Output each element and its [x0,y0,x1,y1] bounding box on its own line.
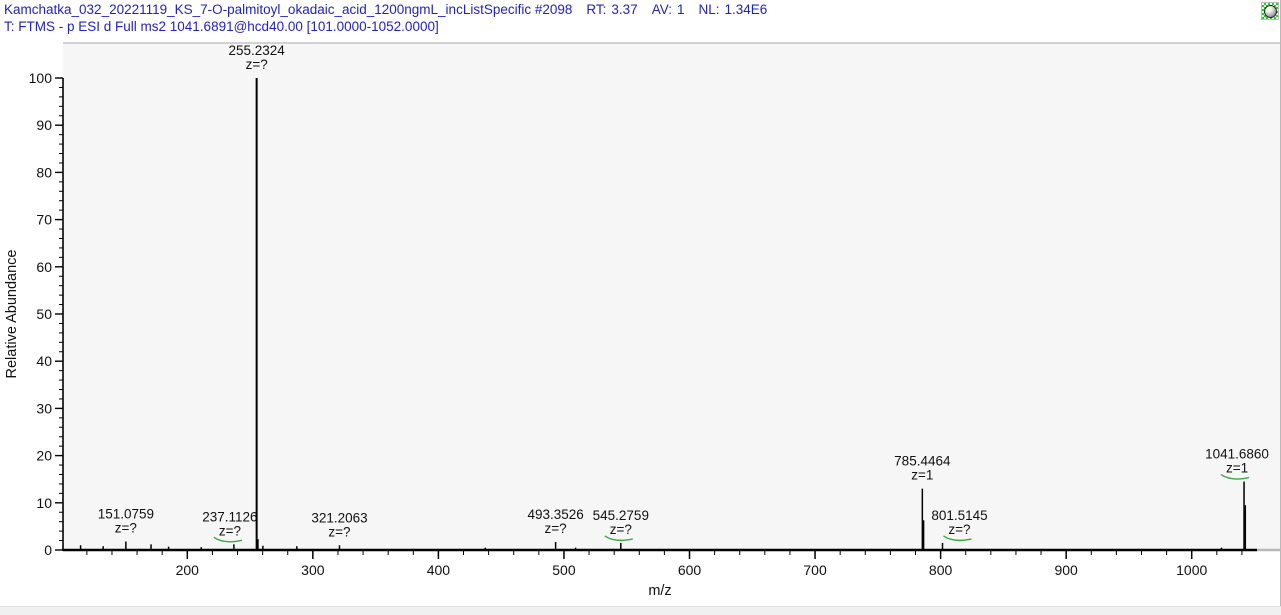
x-tick-label: 400 [427,562,451,578]
bottom-pane-strip [0,606,1281,615]
label-connector-flag [213,536,243,543]
label-connector-flag [604,535,633,542]
peak-mz-label: 545.2759 [593,508,649,523]
x-tick-label: 800 [929,562,953,578]
peak-mz-label: 1041.6860 [1205,447,1269,462]
peak-charge-label: z=? [610,522,632,537]
scan-filter-line: T: FTMS - p ESI d Full ms2 1041.6891@hcd… [4,19,439,34]
peak-charge-label: z=1 [911,468,933,483]
rt-value: 3.37 [611,2,638,17]
y-tick-label: 30 [36,400,52,416]
label-connector-flag [1220,473,1250,480]
plot-background [63,43,1281,550]
pushpin-icon[interactable] [1261,2,1279,20]
x-axis-title: m/z [648,583,671,599]
y-tick-label: 10 [36,495,52,511]
peak-charge-label: z=? [328,524,350,539]
peak-mz-label: 493.3526 [527,507,583,522]
peak-mz-label: 785.4464 [894,454,951,469]
y-tick-label: 70 [36,212,52,228]
label-connector-flag [943,535,972,542]
y-tick-label: 50 [36,306,52,322]
x-tick-label: 700 [803,562,827,578]
peak-mz-label: 801.5145 [931,508,987,523]
av-value: 1 [676,2,685,17]
peak-charge-label: z=? [219,523,241,538]
y-tick-label: 80 [36,164,52,180]
y-axis-title: Relative Abundance [4,250,20,379]
x-tick-label: 300 [301,562,325,578]
av-label: AV: [651,2,672,17]
x-tick-label: 500 [552,562,576,578]
x-tick-label: 200 [176,562,200,578]
peak-mz-label: 321.2063 [311,510,367,525]
nl-value: 1.34E6 [724,2,768,17]
peak-charge-label: z=? [246,57,268,72]
y-tick-label: 60 [36,259,52,275]
scan-title: Kamchatka_032_20221119_KS_7-O-palmitoyl_… [4,2,573,17]
peak-charge-label: z=? [115,521,137,536]
peak-mz-label: 237.1126 [202,509,257,524]
scan-header-line: Kamchatka_032_20221119_KS_7-O-palmitoyl_… [4,2,767,17]
rt-label: RT: [586,2,607,17]
nl-label: NL: [698,2,720,17]
y-tick-label: 90 [36,117,52,133]
y-tick-label: 40 [36,353,52,369]
y-tick-label: 100 [29,70,53,86]
x-tick-label: 900 [1054,562,1078,578]
peak-charge-label: z=1 [1226,461,1248,476]
y-tick-label: 20 [36,448,52,464]
x-tick-label: 600 [678,562,702,578]
peak-mz-label: 255.2324 [228,43,285,58]
x-tick-label: 1000 [1176,562,1207,578]
pin-ball-glyph [1264,5,1277,18]
peak-mz-label: 151.0759 [98,507,154,522]
peak-charge-label: z=? [545,521,567,536]
y-tick-label: 0 [44,542,52,558]
peak-charge-label: z=? [948,522,970,537]
